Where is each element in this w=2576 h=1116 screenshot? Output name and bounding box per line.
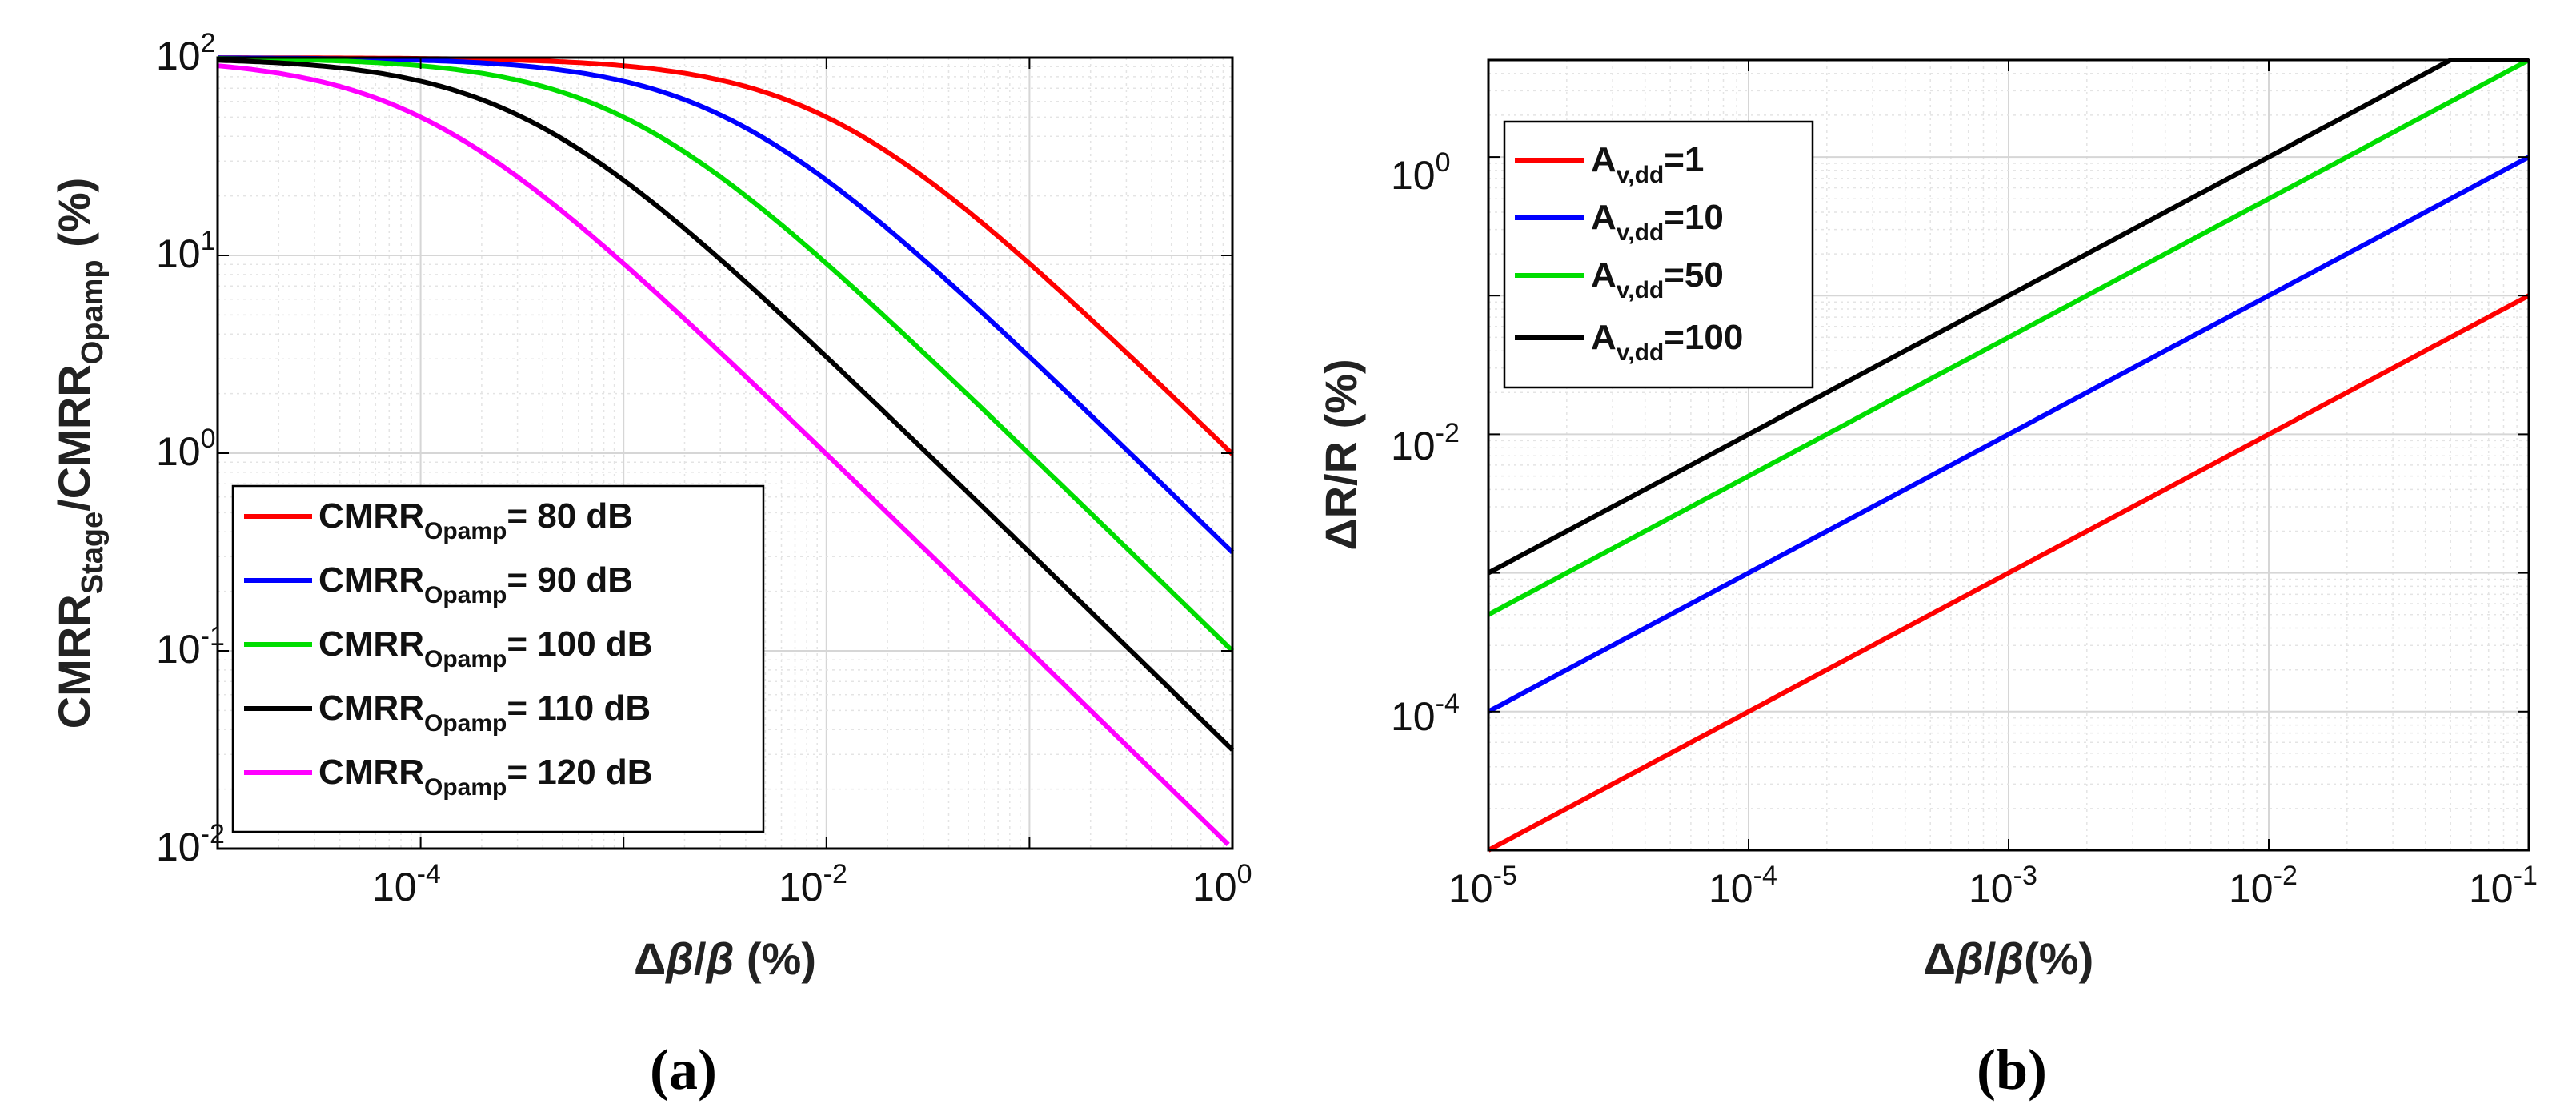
b-xtick-label: 10-5 [1448, 861, 1517, 911]
a-ytick-label: 100 [156, 424, 216, 474]
panel-b-ticks [1488, 60, 2530, 851]
series-line-2 [1487, 58, 2530, 617]
panel-a-caption: (a) [650, 1038, 717, 1102]
b-legend-label: Av,dd=10 [1591, 198, 1724, 246]
panel-b-legend: Av,dd=1 Av,dd=10 Av,dd=50 Av,dd=100 [1503, 120, 1814, 389]
panel-a: 10-2 10-1 100 101 102 10-4 10-2 100 Δβ/β… [49, 28, 1252, 1102]
series-line-4 [217, 63, 1230, 847]
a-ytick-label: 10-1 [156, 621, 225, 672]
b-xtick-label: 10-3 [1969, 861, 2037, 911]
a-xtick-label: 10-2 [779, 859, 847, 909]
b-y-axis-label: ΔR/R (%) [1316, 359, 1366, 550]
panel-b: 10-4 10-2 100 10-5 10-4 10-3 10-2 10-1 Δ… [1316, 58, 2538, 1102]
a-xtick-label: 100 [1192, 859, 1252, 909]
b-ytick-label: 10-2 [1391, 418, 1460, 468]
series-line-3 [1487, 58, 2529, 576]
a-legend-label: CMRROpamp= 80 dB [318, 496, 633, 544]
a-legend-label: CMRROpamp= 120 dB [318, 753, 653, 801]
a-legend-box [231, 484, 765, 833]
b-legend-label: Av,dd=1 [1591, 140, 1704, 188]
b-x-axis-label: Δβ/β(%) [1924, 933, 2093, 984]
b-legend-label: Av,dd=50 [1591, 255, 1724, 303]
series-line-0 [1487, 293, 2530, 853]
a-legend-label: CMRROpamp= 110 dB [318, 688, 651, 737]
b-xtick-label: 10-4 [1709, 861, 1777, 911]
panel-b-lines [1487, 58, 2530, 853]
a-ytick-label: 10-2 [156, 819, 225, 869]
a-legend-label: CMRROpamp= 90 dB [318, 560, 633, 608]
panel-b-caption: (b) [1977, 1038, 2047, 1102]
a-x-axis-label: Δβ/β (%) [634, 933, 816, 984]
series-line-2 [218, 56, 1235, 653]
series-line-3 [217, 58, 1235, 752]
a-y-axis-label: CMRRStage/CMRROpamp (%) [49, 178, 110, 729]
b-ytick-label: 10-4 [1391, 688, 1460, 739]
b-legend-box [1503, 120, 1814, 389]
panel-a-legend: CMRROpamp= 80 dB CMRROpamp= 90 dB CMRROp… [231, 484, 765, 833]
a-ytick-label: 101 [156, 226, 216, 276]
b-legend-label: Av,dd=100 [1591, 318, 1743, 366]
b-ytick-label: 100 [1391, 147, 1451, 198]
a-xtick-label: 10-4 [372, 859, 441, 909]
b-xtick-label: 10-1 [2469, 861, 2538, 911]
panel-a-ticks [217, 57, 1233, 849]
a-ytick-label: 102 [156, 28, 216, 78]
a-legend-label: CMRROpamp= 100 dB [318, 624, 653, 672]
series-line-1 [217, 55, 1235, 554]
series-line-1 [1487, 155, 2530, 714]
b-xtick-label: 10-2 [2229, 861, 2298, 911]
